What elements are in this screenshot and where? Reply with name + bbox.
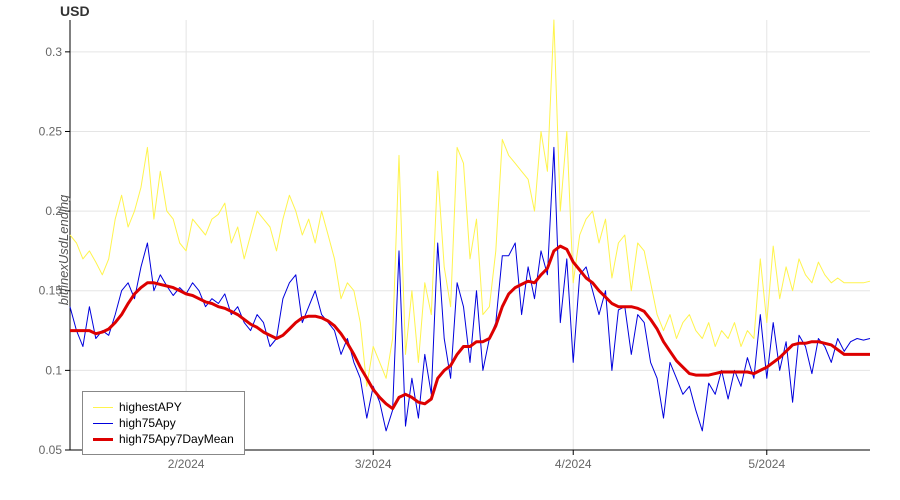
legend-row: highestAPY [93,400,234,414]
legend-label: high75Apy [119,416,176,430]
legend-label: highestAPY [119,400,182,414]
legend-swatch [93,423,113,424]
legend-swatch [93,407,113,408]
y-tick-label: 0.25 [39,124,63,138]
x-tick-label: 2/2024 [168,457,205,471]
series-high75Apy [70,147,870,431]
legend-row: high75Apy7DayMean [93,432,234,446]
y-tick-label: 0.3 [45,45,62,59]
chart-container: USD bitfinexUsdLending 0.050.10.150.20.2… [0,0,900,500]
x-tick-label: 3/2024 [355,457,392,471]
series-highestAPY [70,20,870,386]
x-tick-label: 4/2024 [555,457,592,471]
y-axis-label: bitfinexUsdLending [56,195,71,306]
legend-swatch [93,438,113,441]
legend-row: high75Apy [93,416,234,430]
y-tick-label: 0.1 [45,363,62,377]
legend-label: high75Apy7DayMean [119,432,234,446]
series-high75Apy7DayMean [70,246,870,409]
legend: highestAPY high75Apy high75Apy7DayMean [82,391,245,455]
x-tick-label: 5/2024 [748,457,785,471]
chart-title: USD [60,3,90,19]
y-tick-label: 0.05 [39,443,63,457]
